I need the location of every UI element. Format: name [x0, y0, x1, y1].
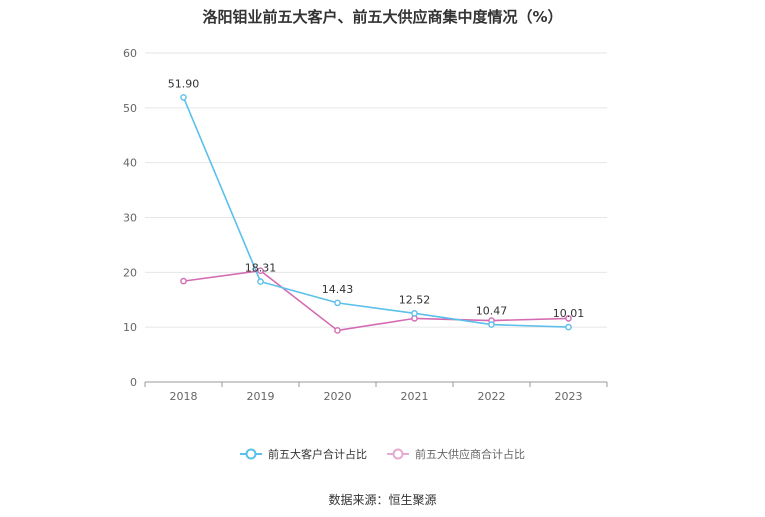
data-label: 10.01 — [553, 307, 585, 320]
data-label: 51.90 — [168, 77, 200, 90]
legend-item-suppliers[interactable]: 前五大供应商合计占比 — [387, 446, 525, 462]
data-point — [334, 327, 341, 334]
data-point — [334, 299, 341, 307]
y-tick-label: 40 — [123, 157, 137, 170]
axes: 0 10 20 30 40 50 60 2018 2019 2020 2021 2022 2023 — [123, 47, 608, 403]
data-label: 18.31 — [245, 262, 277, 275]
data-labels: 51.90 18.31 14.43 12.52 10.47 10.01 — [168, 77, 585, 320]
x-tick-label: 2018 — [170, 390, 198, 403]
legend-swatch-suppliers-icon — [387, 448, 409, 460]
y-tick-label: 30 — [123, 212, 137, 225]
data-point — [565, 323, 572, 331]
legend-label-suppliers: 前五大供应商合计占比 — [415, 448, 525, 461]
y-tick-label: 50 — [123, 102, 137, 115]
data-point — [180, 94, 187, 101]
x-tick-label: 2020 — [324, 390, 352, 403]
data-point — [565, 315, 572, 322]
y-tick-label: 0 — [130, 376, 137, 389]
chart-title: 洛阳钼业前五大客户、前五大供应商集中度情况（%） — [202, 8, 563, 26]
data-label: 12.52 — [399, 293, 431, 306]
data-point — [411, 310, 418, 317]
data-point — [180, 277, 187, 285]
grid-lines — [145, 52, 607, 328]
x-tick-label: 2023 — [555, 390, 583, 403]
legend-swatch-customers-icon — [240, 448, 262, 460]
y-tick-label: 60 — [123, 47, 137, 60]
data-point — [488, 321, 495, 328]
x-tick-label: 2021 — [401, 390, 429, 403]
series-layer — [180, 94, 572, 334]
data-source: 数据来源：恒生聚源 — [328, 493, 437, 507]
data-point — [257, 278, 264, 285]
y-tick-label: 10 — [123, 321, 137, 334]
data-label: 10.47 — [476, 305, 508, 318]
legend: 前五大客户合计占比 前五大供应商合计占比 — [0, 446, 765, 462]
data-point — [257, 267, 264, 274]
x-tick-label: 2019 — [247, 390, 275, 403]
series-line-0 — [182, 97, 569, 328]
legend-item-customers[interactable]: 前五大客户合计占比 — [240, 446, 367, 462]
y-tick-label: 20 — [123, 266, 137, 279]
x-tick-label: 2022 — [478, 390, 506, 403]
data-label: 14.43 — [322, 283, 354, 296]
series-line-1 — [183, 269, 569, 332]
legend-label-customers: 前五大客户合计占比 — [268, 448, 367, 461]
